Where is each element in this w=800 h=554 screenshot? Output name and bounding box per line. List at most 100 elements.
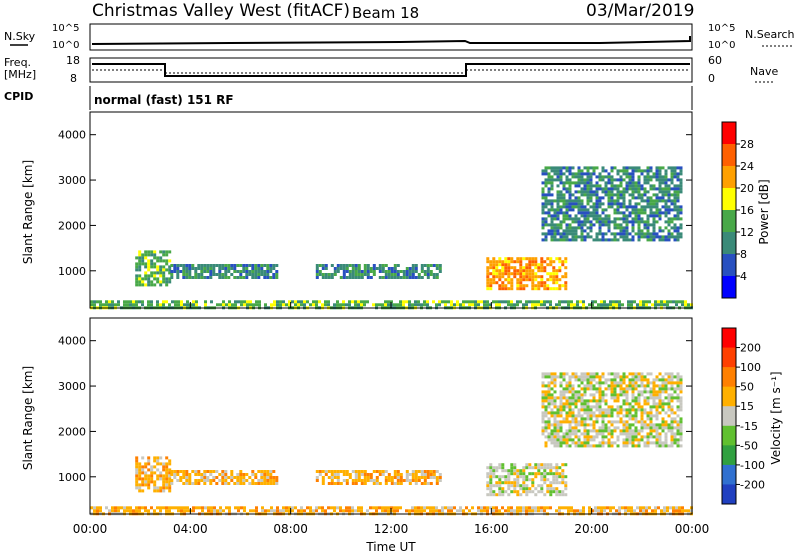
data-cell [135, 480, 139, 484]
data-cell [192, 303, 195, 307]
data-cell [568, 217, 572, 221]
data-cell [601, 372, 605, 376]
data-cell [159, 256, 163, 260]
data-cell [568, 214, 572, 218]
data-cell [345, 303, 348, 307]
data-cell [622, 390, 626, 394]
data-cell [670, 381, 674, 385]
data-cell [630, 303, 633, 307]
data-cell [150, 265, 154, 269]
data-cell [510, 469, 514, 473]
data-cell [565, 229, 569, 233]
data-cell [254, 270, 258, 273]
data-cell [597, 506, 600, 510]
data-cell [663, 303, 666, 307]
data-cell [531, 506, 534, 510]
data-cell [501, 275, 505, 279]
data-cell [212, 264, 216, 267]
data-cell [553, 441, 557, 445]
data-cell [652, 423, 656, 427]
data-cell [565, 417, 569, 421]
data-cell [378, 264, 382, 267]
data-cell [640, 405, 644, 409]
data-cell [553, 396, 557, 400]
data-cell [556, 196, 560, 200]
data-cell [664, 178, 668, 182]
data-cell [423, 482, 427, 485]
data-cell [230, 476, 234, 479]
data-cell [625, 429, 629, 433]
data-cell [634, 402, 638, 406]
power-ylabel: Slant Range [km] [21, 160, 35, 264]
data-cell [468, 303, 471, 307]
data-cell [528, 263, 532, 267]
data-cell [679, 181, 683, 185]
data-cell [360, 270, 364, 273]
data-cell [266, 270, 270, 273]
data-cell [550, 175, 554, 179]
data-cell [592, 420, 596, 424]
data-cell [583, 211, 587, 215]
data-cell [550, 214, 554, 218]
data-cell [510, 463, 514, 467]
data-cell [589, 214, 593, 218]
data-cell [510, 472, 514, 476]
data-cell [162, 274, 166, 278]
data-cell [637, 420, 641, 424]
data-cell [540, 475, 544, 479]
data-cell [369, 506, 372, 510]
data-cell [622, 378, 626, 382]
data-cell [547, 411, 551, 415]
data-cell [571, 372, 575, 376]
data-cell [667, 208, 671, 212]
data-cell [156, 459, 160, 463]
data-cell [574, 214, 578, 218]
data-cell [622, 429, 626, 433]
data-cell [646, 432, 650, 436]
data-cell [159, 489, 163, 493]
data-cell [564, 463, 568, 467]
data-cell [405, 470, 409, 473]
data-cell [658, 169, 662, 173]
data-cell [366, 276, 370, 279]
data-cell [643, 199, 647, 203]
data-cell [429, 506, 432, 510]
data-cell [126, 509, 129, 513]
data-cell [568, 223, 572, 227]
data-cell [573, 509, 576, 513]
data-cell [640, 229, 644, 233]
data-cell [258, 303, 261, 307]
data-cell [366, 264, 370, 267]
data-cell [667, 396, 671, 400]
data-cell [260, 270, 264, 273]
data-cell [147, 280, 151, 284]
data-cell [559, 423, 563, 427]
data-cell [108, 303, 111, 307]
data-cell [613, 232, 617, 236]
data-cell [555, 466, 559, 470]
data-cell [324, 273, 328, 276]
data-cell [242, 270, 246, 273]
data-cell [646, 202, 650, 206]
data-cell [634, 196, 638, 200]
data-cell [510, 300, 513, 304]
data-cell [640, 184, 644, 188]
data-cell [667, 393, 671, 397]
data-cell [634, 414, 638, 418]
data-cell [571, 181, 575, 185]
data-cell [549, 260, 553, 264]
data-cell [237, 509, 240, 513]
data-cell [230, 273, 234, 276]
data-cell [135, 486, 139, 490]
data-cell [498, 303, 501, 307]
data-cell [194, 470, 198, 473]
data-cell [254, 476, 258, 479]
data-cell [492, 266, 496, 270]
data-cell [607, 229, 611, 233]
data-cell [239, 276, 243, 279]
data-cell [372, 506, 375, 510]
data-cell [676, 426, 680, 430]
data-cell [643, 220, 647, 224]
data-cell [568, 190, 572, 194]
data-cell [399, 479, 403, 482]
